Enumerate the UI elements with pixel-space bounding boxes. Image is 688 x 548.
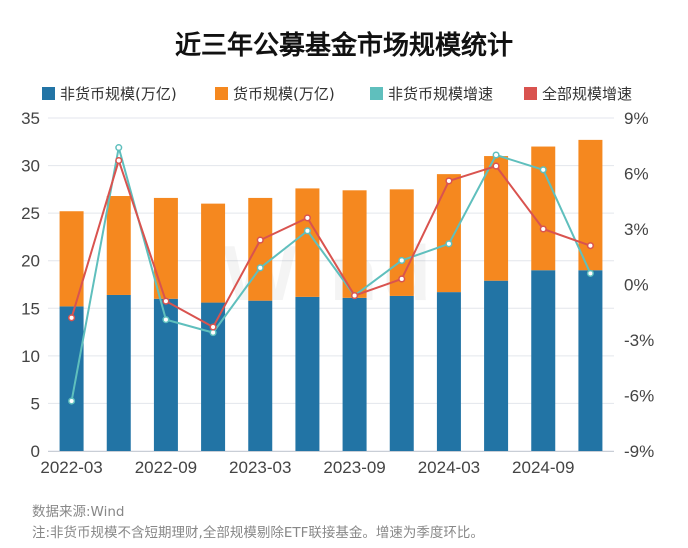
- y-right-tick-label: -3%: [624, 331, 654, 350]
- point-total-growth: [162, 297, 170, 305]
- bar-nonmoney: [436, 292, 461, 451]
- point-total-growth: [115, 157, 123, 165]
- legend-swatch-total-growth: [524, 87, 537, 100]
- lines: [68, 144, 594, 405]
- bar-money: [342, 190, 367, 298]
- legend-label-nonmoney-growth: 非货币规模增速: [388, 85, 493, 103]
- x-tick-label: 2023-03: [229, 458, 291, 477]
- bar-nonmoney: [106, 294, 131, 451]
- x-tick-label: 2022-09: [135, 458, 197, 477]
- point-nonmoney-growth: [68, 397, 76, 405]
- line-total-growth: [70, 159, 591, 329]
- axes: 0 5 10 15 20 25 30 35 9% 6% 3% 0% -3% -6% -9% 2022-03 20…: [21, 109, 654, 477]
- point-nonmoney-growth: [162, 316, 170, 324]
- point-nonmoney-growth: [303, 227, 311, 235]
- bar-nonmoney: [153, 298, 178, 451]
- legend-label-money: 货币规模(万亿): [233, 85, 335, 103]
- source-note: 数据来源:Wind: [32, 504, 124, 520]
- line-nonmoney-growth: [70, 146, 592, 402]
- x-tick-label: 2024-09: [512, 458, 574, 477]
- point-nonmoney-growth: [492, 151, 500, 159]
- point-total-growth: [398, 275, 406, 283]
- y-left-tick-label: 35: [21, 109, 40, 128]
- bar-money: [106, 196, 131, 295]
- point-nonmoney-growth: [256, 264, 264, 272]
- footnote: 注:非货币规模不含短期理财,全部规模剔除ETF联接基金。增速为季度环比。: [32, 524, 484, 541]
- legend-swatch-nonmoney-growth: [370, 87, 383, 100]
- point-total-growth: [68, 314, 76, 322]
- y-right-tick-label: 6%: [624, 165, 649, 184]
- legend-label-total-growth: 全部规模增速: [542, 85, 632, 103]
- point-total-growth: [586, 242, 594, 250]
- point-total-growth: [351, 292, 359, 300]
- legend-swatch-nonmoney: [42, 87, 55, 100]
- y-right-tick-label: 0%: [624, 276, 649, 295]
- legend-swatch-money: [215, 87, 228, 100]
- y-right-tick-label: -6%: [624, 387, 654, 406]
- y-right-tick-label: 9%: [624, 109, 649, 128]
- bar-nonmoney: [389, 295, 414, 451]
- point-total-growth: [445, 177, 453, 185]
- bar-nonmoney: [59, 306, 84, 451]
- y-left-tick-label: 5: [31, 394, 40, 413]
- chart-title: 近三年公募基金市场规模统计: [175, 30, 513, 61]
- point-nonmoney-growth: [539, 166, 547, 174]
- point-nonmoney-growth: [445, 240, 453, 248]
- bar-money: [484, 156, 509, 281]
- bar-nonmoney: [578, 270, 603, 451]
- bars: [59, 139, 603, 451]
- point-nonmoney-growth: [209, 329, 217, 337]
- y-left-tick-label: 10: [21, 347, 40, 366]
- point-nonmoney-growth: [115, 144, 123, 152]
- bar-nonmoney: [342, 297, 367, 451]
- bar-nonmoney: [531, 270, 556, 451]
- y-right-tick-label: 3%: [624, 220, 649, 239]
- x-tick-label: 2022-03: [40, 458, 102, 477]
- bar-money: [578, 139, 603, 271]
- y-left-tick-label: 20: [21, 252, 40, 271]
- x-tick-label: 2024-03: [418, 458, 480, 477]
- point-total-growth: [256, 236, 264, 244]
- point-nonmoney-growth: [586, 269, 594, 277]
- bar-nonmoney: [484, 280, 509, 451]
- point-total-growth: [492, 162, 500, 170]
- legend: 非货币规模(万亿) 货币规模(万亿) 非货币规模增速 全部规模增速: [42, 85, 632, 103]
- bar-money: [153, 197, 178, 299]
- point-total-growth: [303, 214, 311, 222]
- y-left-tick-label: 25: [21, 204, 40, 223]
- bar-nonmoney: [248, 300, 273, 451]
- legend-label-nonmoney: 非货币规模(万亿): [60, 85, 177, 103]
- bar-money: [436, 174, 461, 293]
- point-total-growth: [209, 323, 217, 331]
- bar-money: [248, 197, 273, 301]
- grid: [48, 117, 614, 452]
- y-left-tick-label: 15: [21, 299, 40, 318]
- bar-money: [201, 203, 226, 303]
- bar-nonmoney: [295, 296, 320, 451]
- y-left-tick-label: 30: [21, 157, 40, 176]
- point-nonmoney-growth: [398, 256, 406, 265]
- bar-money: [531, 146, 556, 271]
- x-tick-label: 2023-09: [323, 458, 385, 477]
- bar-money: [59, 211, 84, 307]
- y-left-tick-label: 0: [31, 442, 40, 461]
- y-right-tick-label: -9%: [624, 442, 654, 461]
- point-total-growth: [539, 225, 547, 233]
